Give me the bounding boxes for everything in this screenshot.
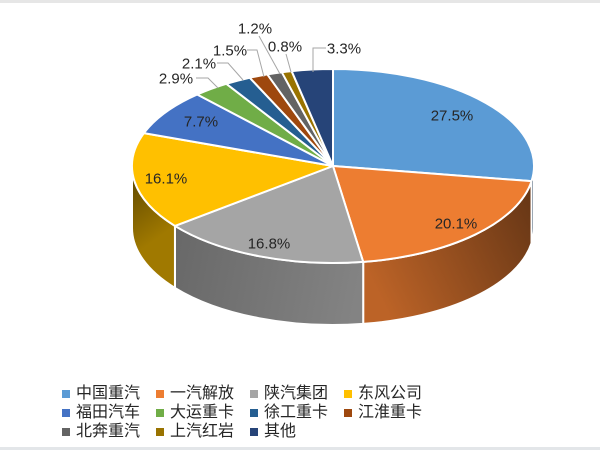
leader-line-9	[285, 53, 292, 73]
legend-label: 一汽解放	[170, 385, 235, 402]
data-label-0: 27.5%	[431, 107, 474, 124]
leader-line-6	[217, 62, 244, 81]
data-label-1: 20.1%	[435, 215, 478, 232]
leader-line-10	[312, 47, 326, 72]
legend-item-2: 陕汽集团	[250, 384, 344, 403]
data-label-9: 0.8%	[268, 38, 302, 55]
legend-label: 徐工重卡	[264, 404, 329, 421]
legend-item-1: 一汽解放	[156, 384, 250, 403]
pie-slice-3	[131, 132, 334, 227]
legend-label: 上汽红岩	[170, 423, 235, 440]
legend-swatch-icon	[344, 408, 352, 417]
legend-swatch-icon	[250, 427, 258, 436]
legend-item-6: 徐工重卡	[250, 403, 344, 422]
data-label-5: 2.9%	[159, 70, 193, 87]
legend-swatch-icon	[62, 389, 70, 398]
leader-line-7	[247, 49, 265, 78]
data-label-4: 7.7%	[184, 113, 218, 130]
pie-slice-4	[142, 93, 334, 167]
leader-line-8	[258, 35, 281, 75]
pie-slice-1	[332, 165, 533, 263]
pie-slice-2	[173, 165, 365, 264]
legend-item-10: 其他	[250, 422, 344, 441]
data-label-10: 3.3%	[327, 40, 361, 57]
legend-swatch-icon	[156, 408, 164, 417]
data-label-8: 1.2%	[238, 20, 272, 37]
chart-legend: 中国重汽 一汽解放 陕汽集团 东风公司福田汽车 大运重卡 徐工重卡 江淮重卡北奔重汽 上汽红岩…	[62, 384, 454, 441]
legend-item-8: 北奔重汽	[62, 422, 156, 441]
pie-chart: 27.5% 20.1% 16.8% 16.1% 7.7% 2.9%2.1%1.5% 1.2%…	[131, 20, 535, 326]
legend-label: 其他	[264, 423, 297, 440]
legend-swatch-icon	[156, 427, 164, 436]
data-label-7: 1.5%	[213, 42, 247, 59]
legend-label: 北奔重汽	[76, 423, 141, 440]
data-label-6: 2.1%	[182, 55, 216, 72]
legend-swatch-icon	[250, 408, 258, 417]
data-label-3: 16.1%	[145, 170, 188, 187]
label-leader-lines	[196, 35, 326, 89]
pie-slice-0	[332, 68, 535, 183]
legend-swatch-icon	[250, 389, 258, 398]
legend-swatch-icon	[344, 389, 352, 398]
legend-item-9: 上汽红岩	[156, 422, 250, 441]
legend-item-3: 东风公司	[344, 384, 438, 403]
legend-item-7: 江淮重卡	[344, 403, 438, 422]
legend-item-5: 大运重卡	[156, 403, 250, 422]
leader-line-5	[196, 77, 219, 89]
legend-label: 陕汽集团	[264, 385, 329, 402]
legend-label: 东风公司	[358, 385, 423, 402]
pie-slice-10	[290, 68, 334, 167]
legend-label: 福田汽车	[76, 404, 141, 421]
pie-slices	[131, 68, 535, 264]
legend-swatch-icon	[62, 408, 70, 417]
legend-label: 大运重卡	[170, 404, 235, 421]
data-label-2: 16.8%	[248, 235, 291, 252]
legend-item-4: 福田汽车	[62, 403, 156, 422]
legend-item-0: 中国重汽	[62, 384, 156, 403]
data-labels: 27.5% 20.1% 16.8% 16.1% 7.7% 2.9%2.1%1.5% 1.2%…	[145, 20, 478, 252]
legend-swatch-icon	[156, 389, 164, 398]
pie-3d-sides	[131, 165, 535, 326]
legend-label: 中国重汽	[76, 385, 141, 402]
legend-label: 江淮重卡	[358, 404, 423, 421]
legend-swatch-icon	[62, 427, 70, 436]
